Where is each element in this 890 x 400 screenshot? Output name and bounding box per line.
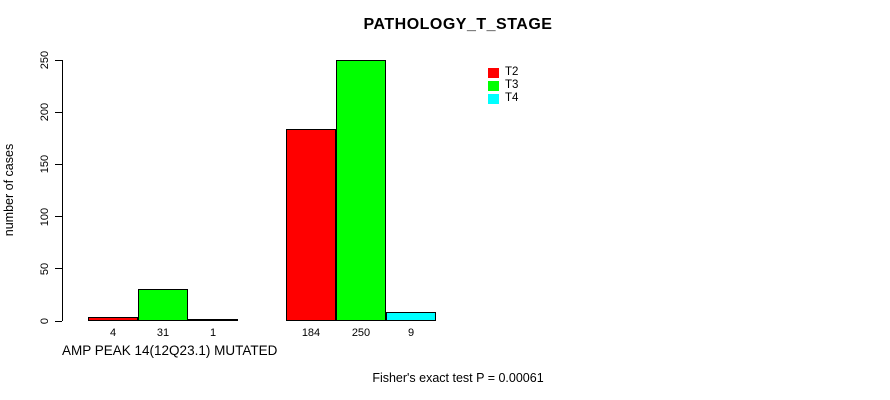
y-axis-label: number of cases: [2, 143, 16, 237]
y-tick-mark: [55, 320, 62, 322]
legend: T2 T3 T4: [488, 66, 518, 105]
x-axis-title: AMP PEAK 14(12Q23.1) MUTATED: [62, 343, 278, 358]
bar-T2-group2: [286, 128, 336, 321]
chart-title: PATHOLOGY_T_STAGE: [363, 16, 553, 33]
y-tick-label: 150: [39, 155, 51, 174]
legend-item-T2: T2: [488, 66, 518, 79]
y-tick-mark: [55, 268, 62, 270]
y-tick-label: 250: [39, 50, 51, 70]
bar-value-label: 184: [301, 327, 321, 339]
legend-item-T4: T4: [488, 92, 518, 105]
legend-swatch-T3: [488, 80, 499, 91]
bar-value-label: 250: [351, 327, 371, 339]
bar-T3-group2: [336, 60, 386, 321]
bar-T2-group1: [88, 316, 138, 321]
legend-label: T2: [505, 66, 519, 78]
bar-T4-group1: [188, 319, 238, 321]
y-tick-mark: [55, 163, 62, 165]
legend-swatch-T4: [488, 93, 499, 104]
bar-value-label: 1: [209, 327, 217, 339]
y-tick-label: 100: [39, 207, 51, 226]
y-tick-mark: [55, 59, 62, 61]
bar-value-label: 9: [407, 327, 415, 339]
legend-item-T3: T3: [488, 79, 518, 92]
y-tick-mark: [55, 111, 62, 113]
legend-swatch-T2: [488, 67, 499, 78]
bar-value-label: 31: [156, 327, 170, 339]
bar-value-label: 4: [109, 327, 117, 339]
y-axis-line: [62, 60, 63, 321]
y-tick-label: 50: [39, 262, 51, 275]
y-tick-label: 0: [39, 317, 51, 325]
y-tick-mark: [55, 216, 62, 218]
bar-T3-group1: [138, 288, 188, 321]
legend-label: T4: [505, 92, 519, 104]
y-tick-label: 200: [39, 103, 51, 122]
bar-T4-group2: [386, 311, 436, 321]
legend-label: T3: [505, 79, 519, 91]
fisher-test-annotation: Fisher's exact test P = 0.00061: [372, 371, 544, 385]
